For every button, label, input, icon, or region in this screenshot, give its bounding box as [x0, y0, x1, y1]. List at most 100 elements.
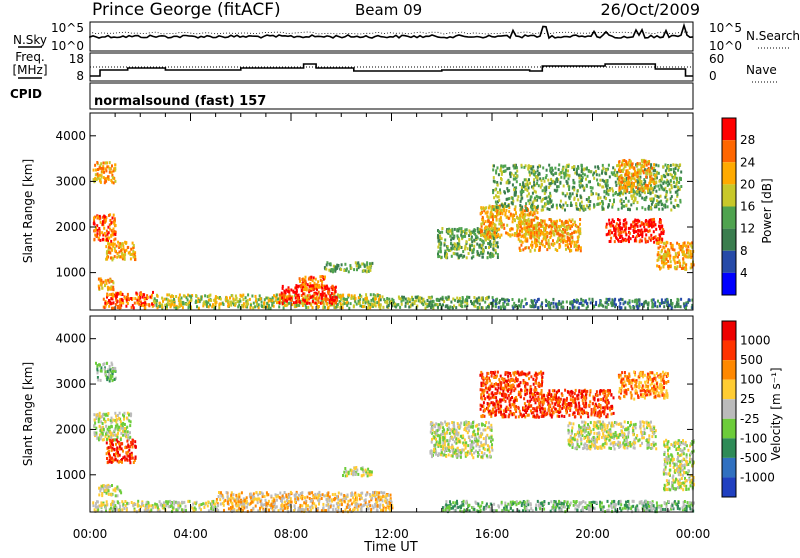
velocity-cell	[117, 451, 119, 454]
power-cell	[295, 301, 297, 304]
power-cell	[110, 240, 112, 243]
power-cell	[108, 305, 110, 308]
power-cell	[655, 174, 657, 177]
power-cell	[353, 304, 355, 307]
power-cell	[543, 229, 545, 232]
power-cell	[282, 302, 284, 305]
velocity-cell	[117, 501, 119, 504]
power-colorbar-swatch	[722, 162, 736, 184]
power-cell	[109, 247, 111, 250]
power-cell	[659, 201, 661, 204]
power-cell	[488, 206, 490, 209]
velocity-cell	[120, 432, 122, 435]
power-cell	[522, 241, 524, 244]
n-sky-tick-low: 10^0	[51, 39, 84, 53]
power-cell	[454, 228, 456, 231]
power-cell	[498, 306, 500, 309]
power-cell	[304, 295, 306, 298]
power-cell	[596, 173, 598, 176]
power-cell	[660, 221, 662, 224]
velocity-cell	[101, 503, 103, 506]
power-cell	[179, 294, 181, 297]
velocity-cell	[102, 438, 104, 441]
power-cell	[547, 200, 549, 203]
power-cell	[674, 266, 676, 269]
power-cell	[523, 219, 525, 222]
power-cell	[467, 247, 469, 250]
power-cell	[471, 244, 473, 247]
power-cell	[605, 184, 607, 187]
velocity-cell	[199, 506, 201, 509]
power-cell	[500, 234, 502, 237]
power-cell	[309, 302, 311, 305]
power-cell	[628, 240, 630, 243]
power-cell	[497, 253, 499, 256]
power-cell	[651, 237, 653, 240]
power-cell	[427, 299, 429, 302]
power-cell	[521, 164, 523, 167]
power-cell	[649, 173, 651, 176]
power-cell	[572, 192, 574, 195]
velocity-cell	[126, 440, 128, 443]
power-cell	[406, 300, 408, 303]
power-cell	[636, 207, 638, 210]
power-cell	[672, 163, 674, 166]
power-cell	[657, 185, 659, 188]
power-cell	[619, 160, 621, 163]
power-cell	[492, 296, 494, 299]
power-cell	[625, 239, 627, 242]
power-cell	[538, 232, 540, 235]
power-cell	[533, 227, 535, 230]
power-cell	[677, 193, 679, 196]
power-cell	[341, 263, 343, 266]
power-cell	[170, 295, 172, 298]
velocity-cell	[128, 449, 130, 452]
velocity-cell	[130, 443, 132, 446]
power-cell	[560, 240, 562, 243]
power-cell	[565, 201, 567, 204]
power-cell	[560, 176, 562, 179]
power-cell	[374, 298, 376, 301]
power-cell	[608, 219, 610, 222]
power-cell	[380, 304, 382, 307]
power-cell	[288, 302, 290, 305]
velocity-cell	[203, 506, 205, 509]
power-cell	[575, 231, 577, 234]
power-cell	[653, 163, 655, 166]
power-cell	[679, 265, 681, 268]
power-cell	[144, 298, 146, 301]
velocity-data	[92, 362, 695, 514]
date-label: 26/Oct/2009	[600, 0, 700, 19]
power-cell	[530, 219, 532, 222]
power-cell	[653, 230, 655, 233]
power-cell	[567, 243, 569, 246]
power-cell	[431, 304, 433, 307]
power-cell	[575, 244, 577, 247]
power-cell	[644, 208, 646, 211]
power-cell	[688, 298, 690, 301]
power-cell	[504, 170, 506, 173]
power-cell	[623, 163, 625, 166]
power-cell	[263, 301, 265, 304]
power-cell	[317, 300, 319, 303]
power-cell	[574, 197, 576, 200]
power-cell	[249, 298, 251, 301]
power-cell	[444, 244, 446, 247]
velocity-cell	[102, 503, 104, 506]
power-cell	[104, 284, 106, 287]
power-cell	[573, 181, 575, 184]
power-cell	[654, 177, 656, 180]
power-cell	[632, 235, 634, 238]
power-cell	[369, 266, 371, 269]
velocity-cell	[99, 364, 101, 367]
power-cell	[485, 226, 487, 229]
power-cell	[630, 160, 632, 163]
power-cell	[533, 178, 535, 181]
power-cell	[651, 187, 653, 190]
power-cell	[218, 306, 220, 309]
power-cell	[545, 226, 547, 229]
power-cell	[522, 183, 524, 186]
velocity-cell	[124, 427, 126, 430]
power-cell	[512, 197, 514, 200]
